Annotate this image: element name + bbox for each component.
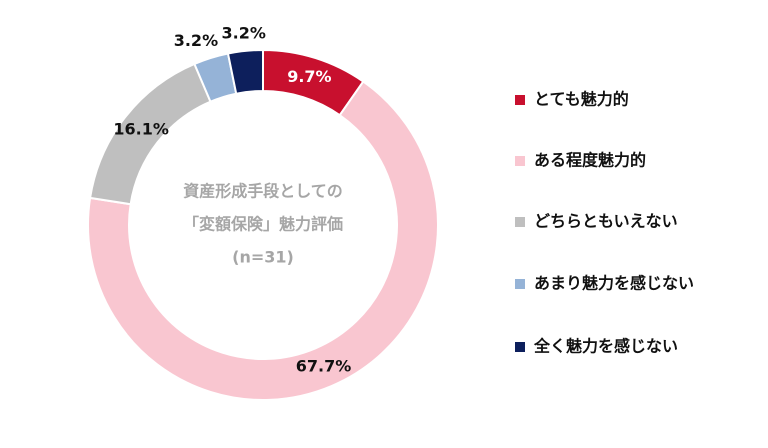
donut-segment xyxy=(226,48,264,95)
legend-swatch xyxy=(515,156,525,166)
value-label: 16.1% xyxy=(113,120,169,139)
value-label: 9.7% xyxy=(287,67,331,86)
legend-label: ある程度魅力的 xyxy=(534,151,646,170)
legend-label: あまり魅力を感じない xyxy=(534,274,694,293)
center-text: 資産形成手段としての xyxy=(183,182,343,201)
value-label: 3.2% xyxy=(174,31,218,50)
value-label: 3.2% xyxy=(222,23,266,42)
value-label: 67.7% xyxy=(296,357,352,376)
legend-swatch xyxy=(515,95,525,105)
donut-segment xyxy=(87,80,439,401)
legend-label: とても魅力的 xyxy=(534,90,629,109)
center-text: 「変額保険」魅力評価 xyxy=(183,215,343,234)
legend-swatch xyxy=(515,342,525,352)
legend-label: どちらともいえない xyxy=(534,212,678,231)
legend-label: 全く魅力を感じない xyxy=(533,337,678,356)
center-text: (n=31) xyxy=(232,248,294,267)
legend-swatch xyxy=(515,217,525,227)
legend-swatch xyxy=(515,279,525,289)
